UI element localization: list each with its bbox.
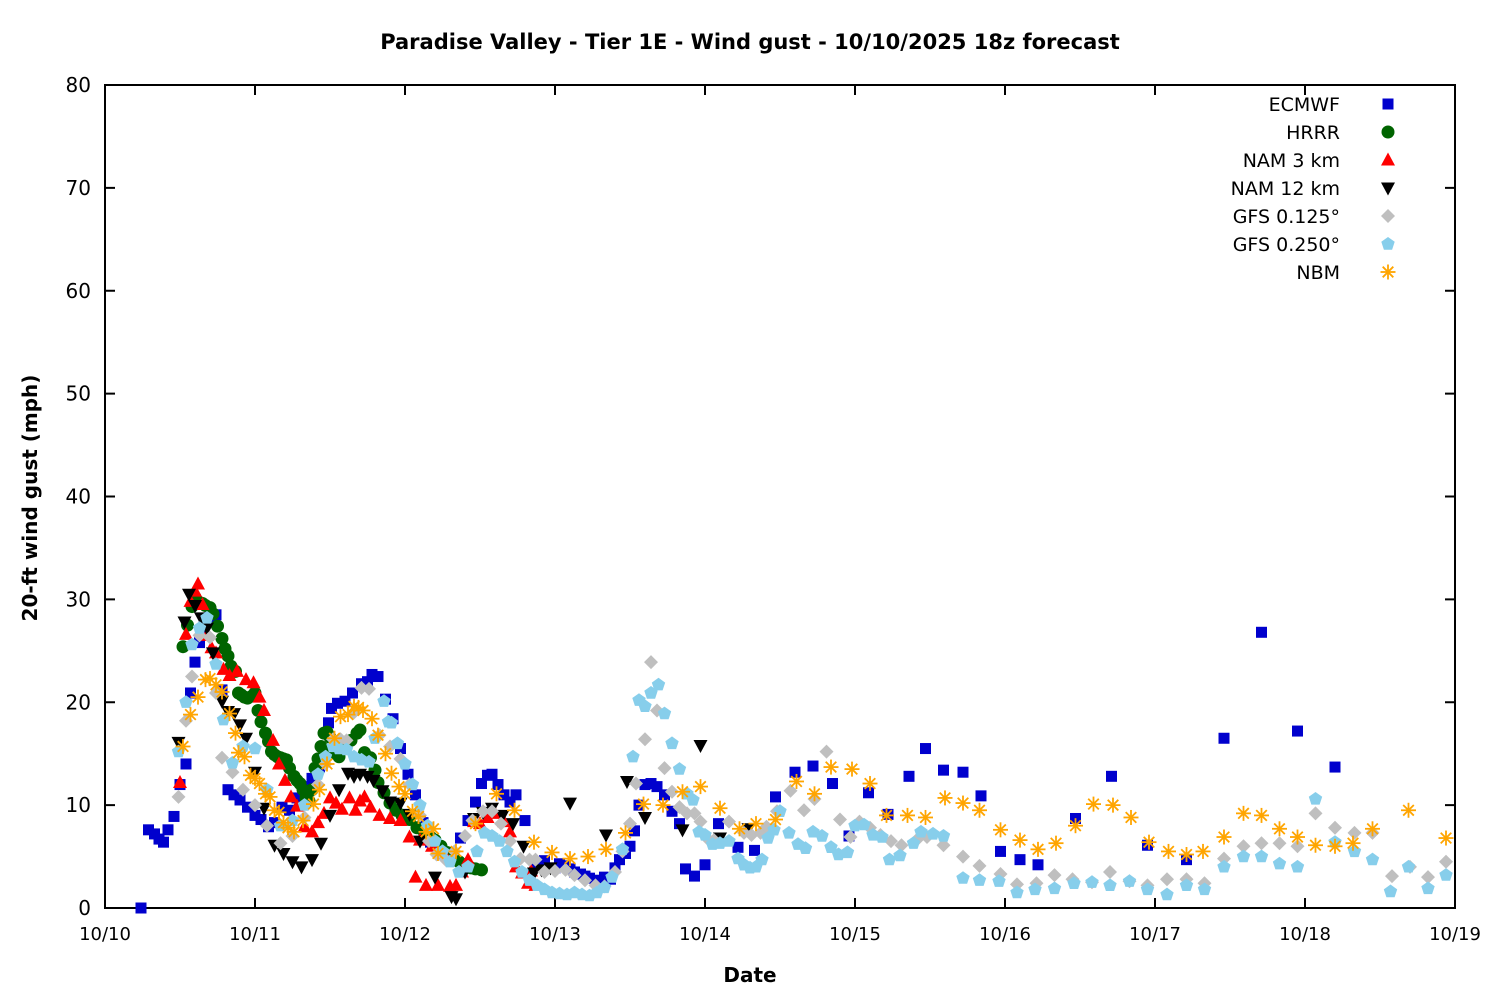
- legend-entry-nam-3-km: NAM 3 km: [1243, 150, 1395, 172]
- legend-entry-nbm: NBM: [1296, 262, 1396, 284]
- legend: ECMWF HRRR NAM 3 km NAM 12 km GFS 0.125° GFS …: [1231, 94, 1396, 284]
- legend-label: NAM 3 km: [1243, 150, 1340, 172]
- x-tick-label: 10/13: [529, 924, 581, 945]
- y-tick-label: 10: [66, 793, 91, 817]
- x-tick-label: 10/12: [379, 924, 431, 945]
- y-axis-ticks: 0 10 20 30 40 50 60 70 80: [66, 73, 1455, 920]
- series-gfs-0-250-: [171, 610, 1453, 902]
- legend-entry-gfs-0-125-: GFS 0.125°: [1233, 206, 1395, 228]
- x-tick-label: 10/14: [679, 924, 731, 945]
- y-tick-label: 70: [66, 176, 91, 200]
- y-tick-label: 20: [66, 690, 91, 714]
- legend-entry-ecmwf: ECMWF: [1269, 94, 1394, 116]
- chart-title: Paradise Valley - Tier 1E - Wind gust - …: [380, 30, 1120, 54]
- y-tick-label: 0: [78, 896, 91, 920]
- y-tick-label: 60: [66, 279, 91, 303]
- x-tick-label: 10/16: [979, 924, 1031, 945]
- x-tick-label: 10/10: [79, 924, 131, 945]
- legend-entry-gfs-0-250-: GFS 0.250°: [1233, 234, 1395, 256]
- y-tick-label: 80: [66, 73, 91, 97]
- legend-entry-hrrr: HRRR: [1286, 122, 1395, 144]
- x-tick-label: 10/11: [229, 924, 281, 945]
- x-tick-label: 10/19: [1429, 924, 1481, 945]
- y-axis-label: 20-ft wind gust (mph): [18, 374, 42, 622]
- y-tick-label: 40: [66, 485, 91, 509]
- legend-label: ECMWF: [1269, 94, 1340, 116]
- legend-label: HRRR: [1286, 122, 1340, 144]
- y-tick-label: 50: [66, 382, 91, 406]
- legend-label: NBM: [1296, 262, 1340, 284]
- legend-label: NAM 12 km: [1231, 178, 1340, 200]
- legend-entry-nam-12-km: NAM 12 km: [1231, 178, 1395, 200]
- x-axis-label: Date: [723, 963, 777, 987]
- legend-label: GFS 0.125°: [1233, 206, 1340, 228]
- x-tick-label: 10/17: [1129, 924, 1181, 945]
- x-tick-label: 10/18: [1279, 924, 1331, 945]
- x-tick-label: 10/15: [829, 924, 881, 945]
- series-nbm: [175, 671, 1454, 867]
- legend-label: GFS 0.250°: [1233, 234, 1340, 256]
- y-tick-label: 30: [66, 587, 91, 611]
- x-axis-ticks: 10/10 10/11 10/12 10/13 10/14 10/15 10/16 10/17…: [79, 85, 1481, 945]
